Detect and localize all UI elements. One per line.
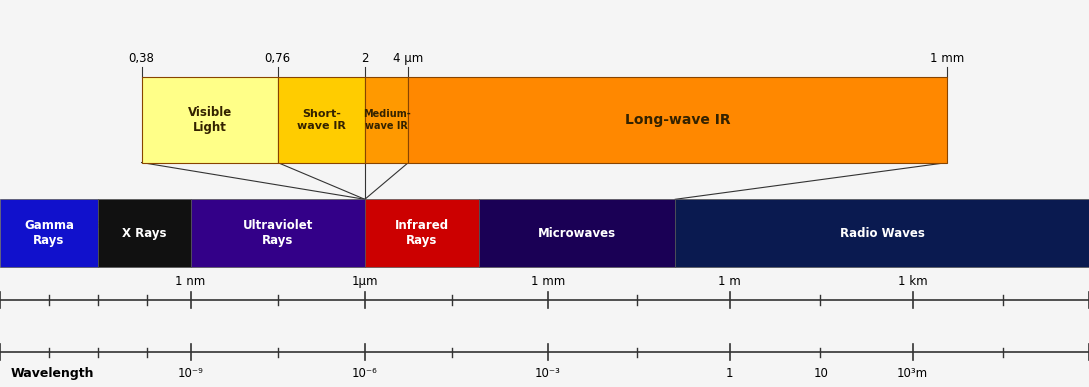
Bar [0, 199, 98, 267]
Text: Ultraviolet
Rays: Ultraviolet Rays [243, 219, 313, 247]
Text: Radiation
Designations: Radiation Designations [11, 203, 102, 231]
Text: 10⁻⁶: 10⁻⁶ [352, 367, 378, 380]
Text: Medium-
wave IR: Medium- wave IR [363, 109, 411, 131]
Text: 0,38: 0,38 [129, 52, 155, 65]
Text: Infrared
Rays: Infrared Rays [395, 219, 449, 247]
Text: 10: 10 [813, 367, 829, 380]
Text: 10³m: 10³m [897, 367, 928, 380]
Text: 10⁻³: 10⁻³ [535, 367, 561, 380]
Text: Wavelength: Wavelength [11, 367, 95, 380]
Text: Short-
wave IR: Short- wave IR [297, 109, 345, 131]
Bar [278, 77, 365, 163]
Text: Visible
Light: Visible Light [187, 106, 232, 134]
Text: 1: 1 [726, 367, 733, 380]
Bar [479, 199, 675, 267]
Bar [365, 199, 479, 267]
Text: 10⁻⁹: 10⁻⁹ [178, 367, 204, 380]
Text: Gamma
Rays: Gamma Rays [24, 219, 74, 247]
Bar [142, 77, 278, 163]
Text: 0,76: 0,76 [265, 52, 291, 65]
Text: 1 nm: 1 nm [175, 275, 206, 288]
Text: 4 μm: 4 μm [393, 52, 424, 65]
Text: 1 km: 1 km [897, 275, 928, 288]
Text: Long-wave IR: Long-wave IR [625, 113, 731, 127]
Text: X Rays: X Rays [122, 227, 167, 240]
Bar [408, 77, 947, 163]
Text: Microwaves: Microwaves [538, 227, 616, 240]
Text: 1 m: 1 m [719, 275, 741, 288]
Bar [365, 77, 408, 163]
Bar [675, 199, 1089, 267]
Text: 1 mm: 1 mm [530, 275, 565, 288]
Text: 1 mm: 1 mm [930, 52, 965, 65]
Text: Radio Waves: Radio Waves [840, 227, 925, 240]
Bar [98, 199, 191, 267]
Text: 2: 2 [362, 52, 368, 65]
Bar [191, 199, 365, 267]
Text: 1μm: 1μm [352, 275, 378, 288]
